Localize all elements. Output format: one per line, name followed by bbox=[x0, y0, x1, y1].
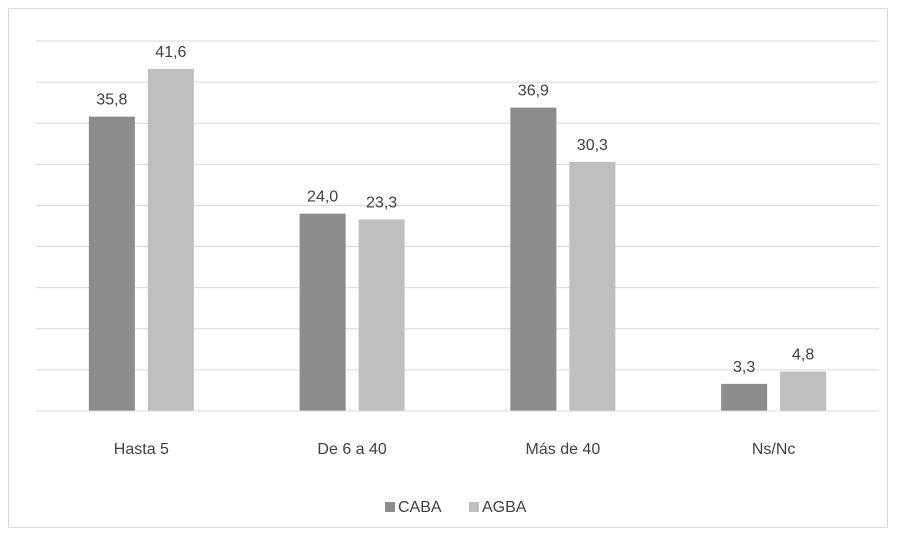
bars bbox=[88, 68, 827, 412]
bar-caba-1 bbox=[88, 116, 135, 412]
x-tick-label: Hasta 5 bbox=[114, 441, 169, 458]
legend-label-caba: CABA bbox=[398, 499, 442, 516]
legend-label-agba: AGBA bbox=[482, 499, 527, 516]
x-tick-label: Ns/Nc bbox=[752, 441, 796, 458]
bar-caba-3 bbox=[510, 107, 557, 411]
data-label-agba-2: 23,3 bbox=[366, 194, 397, 211]
data-label-caba-3: 36,9 bbox=[518, 83, 549, 100]
data-label-agba-4: 4,8 bbox=[792, 347, 814, 364]
bar-agba-2 bbox=[358, 219, 405, 411]
bar-chart: 35,8 41,6 24,0 23,3 36,9 30,3 3,3 4,8 Hasta 5 De … bbox=[36, 40, 879, 516]
x-tick-labels: Hasta 5 De 6 a 40 Más de 40 Ns/Nc bbox=[114, 441, 796, 458]
bar-agba-4 bbox=[780, 371, 827, 411]
bar-caba-2 bbox=[299, 213, 346, 411]
bar-agba-3 bbox=[569, 161, 616, 411]
data-label-agba-3: 30,3 bbox=[577, 137, 608, 154]
data-labels: 35,8 41,6 24,0 23,3 36,9 30,3 3,3 4,8 bbox=[96, 44, 814, 376]
legend-swatch-agba bbox=[469, 502, 479, 512]
bar-agba-1 bbox=[147, 68, 194, 411]
data-label-caba-2: 24,0 bbox=[307, 189, 338, 206]
legend: CABA AGBA bbox=[385, 499, 527, 516]
data-label-caba-1: 35,8 bbox=[96, 92, 127, 109]
data-label-agba-1: 41,6 bbox=[155, 44, 186, 61]
legend-swatch-caba bbox=[385, 502, 395, 512]
data-label-caba-4: 3,3 bbox=[733, 359, 755, 376]
x-tick-label: De 6 a 40 bbox=[317, 441, 386, 458]
x-tick-label: Más de 40 bbox=[526, 441, 601, 458]
chart-frame: 35,8 41,6 24,0 23,3 36,9 30,3 3,3 4,8 Hasta 5 De … bbox=[8, 8, 888, 528]
bar-caba-4 bbox=[721, 383, 768, 411]
